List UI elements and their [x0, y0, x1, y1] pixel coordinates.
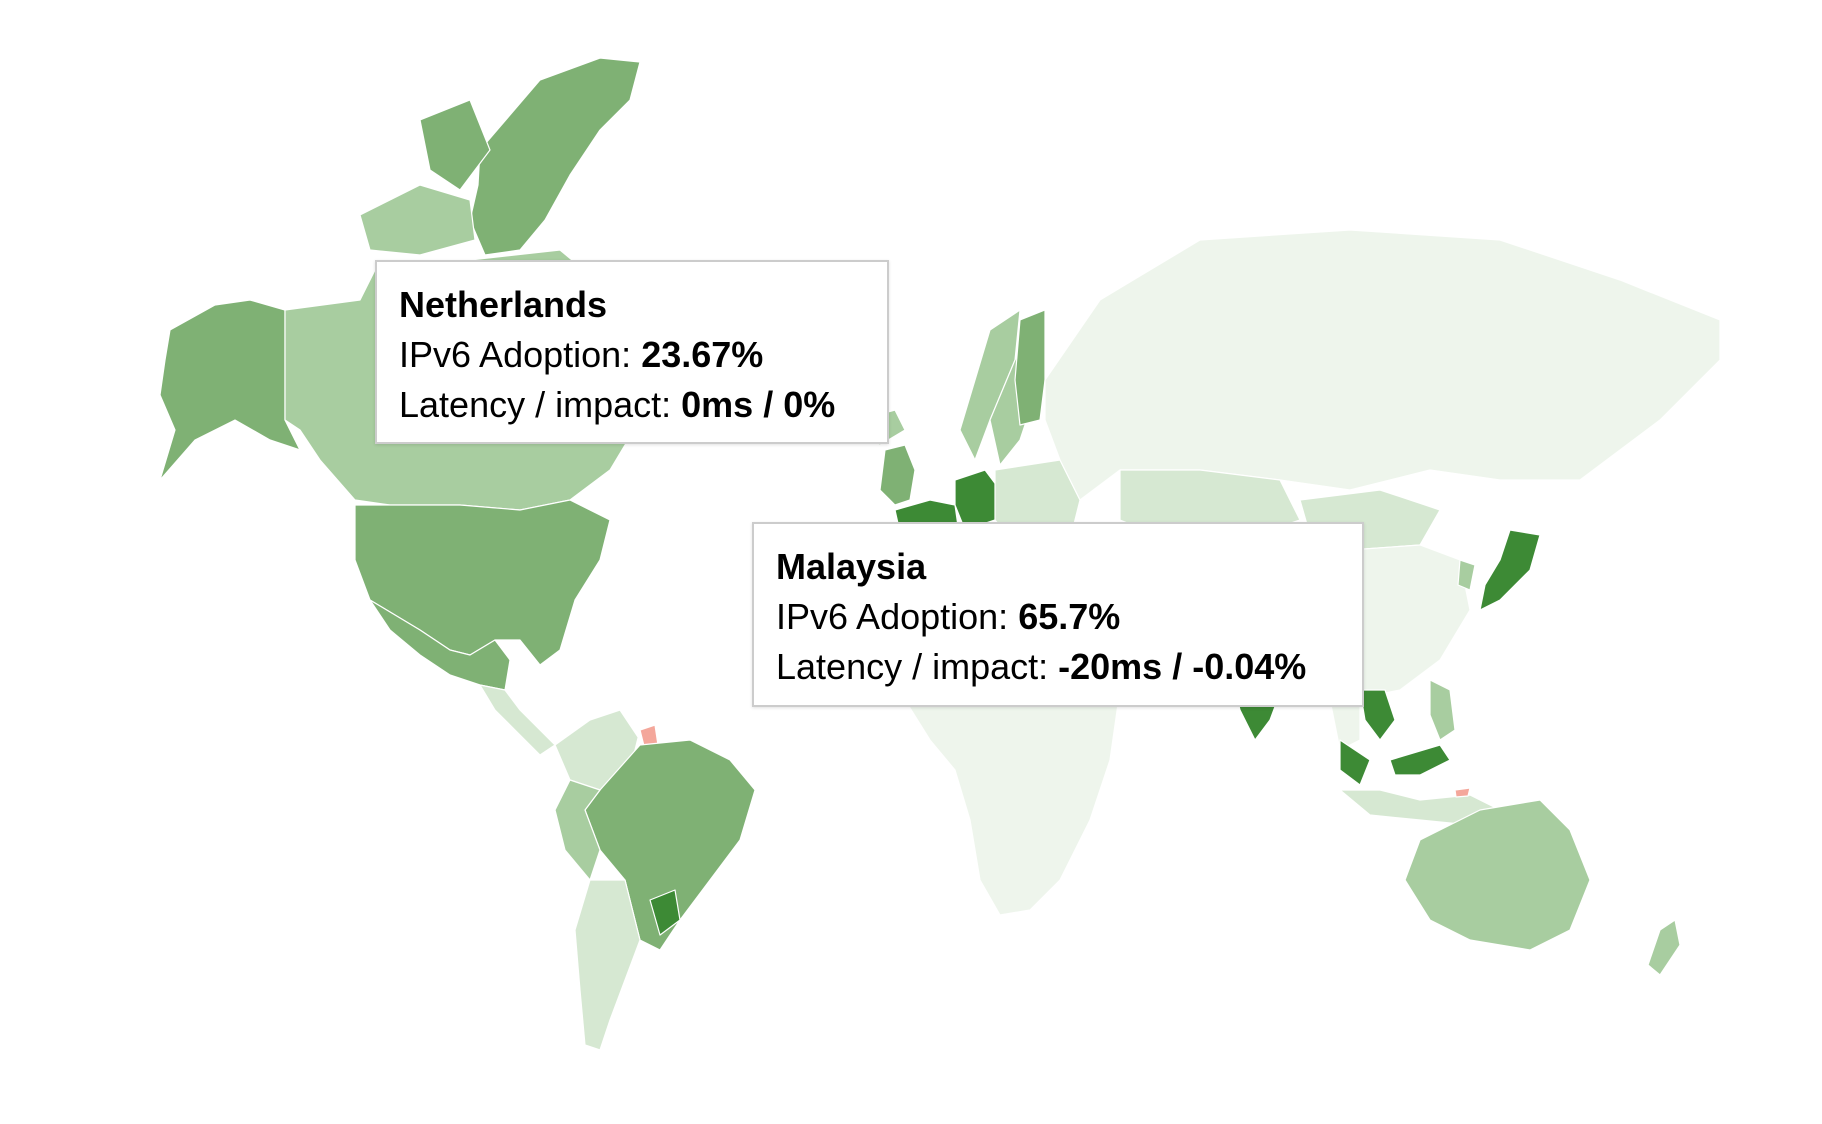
- tooltip-latency-label: Latency / impact:: [776, 646, 1059, 687]
- country-germany[interactable]: [954, 469, 1001, 531]
- country-peru[interactable]: [554, 779, 601, 881]
- tooltip-malaysia: Malaysia IPv6 Adoption: 65.7% Latency / …: [752, 522, 1364, 707]
- tooltip-latency-row: Latency / impact: 0ms / 0%: [399, 380, 863, 430]
- tooltip-adoption-label: IPv6 Adoption:: [399, 334, 642, 375]
- country-canadian-arctic-islands[interactable]: [359, 184, 476, 256]
- country-brazil[interactable]: [584, 739, 756, 951]
- tooltip-latency-row: Latency / impact: -20ms / -0.04%: [776, 642, 1338, 692]
- country-united-kingdom[interactable]: [879, 444, 916, 506]
- country-canadian-arctic-east[interactable]: [419, 99, 491, 191]
- country-australia[interactable]: [1404, 799, 1591, 951]
- country-greenland[interactable]: [469, 57, 641, 256]
- tooltip-adoption-row: IPv6 Adoption: 65.7%: [776, 592, 1338, 642]
- country-south-korea[interactable]: [1457, 559, 1476, 591]
- country-philippines[interactable]: [1429, 679, 1456, 741]
- tooltip-latency-value: 0ms / 0%: [681, 384, 836, 425]
- tooltip-country-name: Malaysia: [776, 546, 927, 587]
- country-uruguay[interactable]: [649, 889, 681, 936]
- country-malaysia[interactable]: [1339, 739, 1451, 786]
- country-mexico[interactable]: [369, 599, 511, 691]
- tooltip-adoption-row: IPv6 Adoption: 23.67%: [399, 330, 863, 380]
- country-russia[interactable]: [1044, 229, 1721, 501]
- country-japan[interactable]: [1479, 529, 1541, 611]
- country-central-america[interactable]: [479, 684, 556, 756]
- tooltip-adoption-value: 23.67%: [641, 334, 764, 375]
- country-madagascar[interactable]: [1109, 809, 1129, 851]
- tooltip-adoption-label: IPv6 Adoption:: [776, 596, 1019, 637]
- country-vietnam[interactable]: [1359, 689, 1396, 741]
- tooltip-latency-label: Latency / impact:: [399, 384, 682, 425]
- tooltip-country-name: Netherlands: [399, 284, 608, 325]
- tooltip-adoption-value: 65.7%: [1018, 596, 1121, 637]
- country-finland[interactable]: [1014, 309, 1046, 426]
- country-timor-leste[interactable]: [1454, 787, 1471, 798]
- country-thailand[interactable]: [1329, 699, 1361, 751]
- country-united-states[interactable]: [354, 499, 611, 666]
- tooltip-netherlands: Netherlands IPv6 Adoption: 23.67% Latenc…: [375, 260, 889, 444]
- country-alaska[interactable]: [159, 299, 301, 481]
- country-new-zealand[interactable]: [1647, 919, 1681, 976]
- country-venezuela[interactable]: [619, 699, 691, 746]
- country-argentina[interactable]: [574, 879, 641, 1051]
- tooltip-latency-value: -20ms / -0.04%: [1058, 646, 1307, 687]
